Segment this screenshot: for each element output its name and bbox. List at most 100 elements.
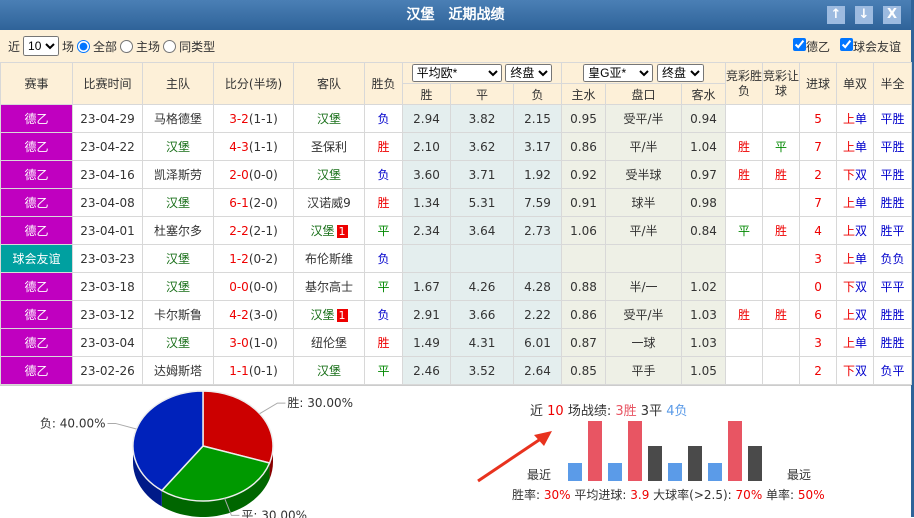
league-cell[interactable]: 德乙 (0, 216, 73, 245)
header-jc-handicap: 竞彩让球 (762, 62, 801, 105)
league-cell[interactable]: 德乙 (0, 272, 73, 301)
jc-result (725, 356, 764, 385)
half-full-cell: 平胜 (873, 132, 913, 161)
home-team[interactable]: 达姆斯塔 (142, 356, 214, 385)
trend-arrow-icon (477, 431, 552, 483)
score-cell[interactable]: 1-1(0-1) (213, 356, 294, 385)
away-team[interactable]: 布伦斯维 (293, 244, 365, 273)
league-cell[interactable]: 德乙 (0, 160, 73, 189)
radio-same-type[interactable] (163, 39, 177, 53)
score-cell[interactable]: 2-0(0-0) (213, 160, 294, 189)
half-full-cell: 平胜 (873, 160, 913, 189)
home-team[interactable]: 凯泽斯劳 (142, 160, 214, 189)
home-team[interactable]: 汉堡 (142, 188, 214, 217)
home-team[interactable]: 卡尔斯鲁 (142, 300, 214, 329)
asia-type-select[interactable]: 终盘 (656, 64, 704, 82)
jc-result: 胜 (725, 160, 764, 189)
away-team[interactable]: 圣保利 (293, 132, 365, 161)
match-date: 23-04-16 (72, 160, 143, 189)
score-cell[interactable]: 4-3(1-1) (213, 132, 294, 161)
half-full-cell: 胜胜 (873, 328, 913, 357)
radio-home[interactable] (120, 39, 134, 53)
radio-all[interactable] (77, 39, 91, 53)
match-date: 23-03-04 (72, 328, 143, 357)
odds-lose: 4.28 (512, 272, 563, 301)
home-team[interactable]: 杜塞尔多 (142, 216, 214, 245)
recent-results-bars (477, 421, 762, 483)
away-team[interactable]: 汉堡 (293, 104, 365, 133)
red-card-badge: 1 (336, 309, 348, 322)
title-text: 汉堡 近期战绩 (406, 7, 505, 23)
jc-result: 胜 (725, 132, 764, 161)
league-checkbox-friendly[interactable]: 球会友谊 (839, 37, 901, 55)
league-cell[interactable]: 德乙 (0, 104, 73, 133)
result-cell: 负 (364, 244, 403, 273)
home-team[interactable]: 马格德堡 (142, 104, 214, 133)
league-cell[interactable]: 德乙 (0, 328, 73, 357)
jc-result (725, 272, 764, 301)
score-cell[interactable]: 3-0(1-0) (213, 328, 294, 357)
score-cell[interactable]: 4-2(3-0) (213, 300, 294, 329)
away-team[interactable]: 汉堡 1 (293, 300, 365, 329)
result-cell: 负 (364, 300, 403, 329)
pie-label: 胜: 30.00% (287, 395, 353, 410)
league-cell[interactable]: 球会友谊 (0, 244, 73, 273)
goals: 2 (799, 160, 838, 189)
odds-lose: 3.17 (512, 132, 563, 161)
half-full-cell: 胜胜 (873, 300, 913, 329)
home-team[interactable]: 汉堡 (142, 244, 214, 273)
pie-label-line (259, 402, 286, 415)
jc-handicap (762, 188, 801, 217)
euro-type-select[interactable]: 终盘 (505, 64, 553, 82)
away-team[interactable]: 纽伦堡 (293, 328, 365, 357)
result-bar (688, 446, 702, 481)
asia-company-select[interactable]: 皇G亚* (583, 64, 654, 82)
goals: 3 (799, 328, 838, 357)
score-cell[interactable]: 6-1(2-0) (213, 188, 294, 217)
odd-even-cell: 上单 (836, 188, 875, 217)
away-team[interactable]: 汉堡 (293, 356, 365, 385)
result-bar (728, 421, 742, 481)
score-cell[interactable]: 3-2(1-1) (213, 104, 294, 133)
home-team[interactable]: 汉堡 (142, 328, 214, 357)
result-bar (588, 421, 602, 481)
away-team[interactable]: 基尔高士 (293, 272, 365, 301)
pie-label-line (107, 422, 137, 430)
league-cell[interactable]: 德乙 (0, 132, 73, 161)
league-cell[interactable]: 德乙 (0, 300, 73, 329)
jc-handicap: 平 (762, 132, 801, 161)
away-team[interactable]: 汉堡 1 (293, 216, 365, 245)
home-team[interactable]: 汉堡 (142, 132, 214, 161)
away-team[interactable]: 汉诺威9 (293, 188, 365, 217)
goals: 2 (799, 356, 838, 385)
home-water: 0.88 (561, 272, 607, 301)
odds-win: 2.94 (402, 104, 451, 133)
league-checkbox-2bundesliga[interactable]: 德乙 (792, 37, 830, 55)
score-cell[interactable]: 2-2(2-1) (213, 216, 294, 245)
score-cell[interactable]: 1-2(0-2) (213, 244, 294, 273)
result-bar (568, 463, 582, 481)
odds-lose: 6.01 (512, 328, 563, 357)
euro-company-select[interactable]: 平均欧* (411, 64, 502, 82)
pie-label: 负: 40.00% (40, 416, 106, 430)
league-cell[interactable]: 德乙 (0, 356, 73, 385)
odds-win: 1.67 (402, 272, 451, 301)
move-up-button[interactable]: ↑ (827, 6, 845, 24)
match-date: 23-03-23 (72, 244, 143, 273)
result-cell: 胜 (364, 328, 403, 357)
home-team[interactable]: 汉堡 (142, 272, 214, 301)
close-button[interactable]: X (883, 6, 901, 24)
header-result: 胜负 (364, 62, 403, 105)
result-cell: 胜 (364, 188, 403, 217)
asia-odds-header: 皇G亚* 终盘 (561, 62, 727, 84)
move-down-button[interactable]: ↓ (855, 6, 873, 24)
score-cell[interactable]: 0-0(0-0) (213, 272, 294, 301)
away-team[interactable]: 汉堡 (293, 160, 365, 189)
half-full-cell: 胜平 (873, 216, 913, 245)
handicap: 受平/半 (605, 300, 683, 329)
handicap: 一球 (605, 328, 683, 357)
result-cell: 胜 (364, 132, 403, 161)
league-cell[interactable]: 德乙 (0, 188, 73, 217)
match-count-select[interactable]: 10 (23, 36, 60, 56)
home-water: 0.87 (561, 328, 607, 357)
